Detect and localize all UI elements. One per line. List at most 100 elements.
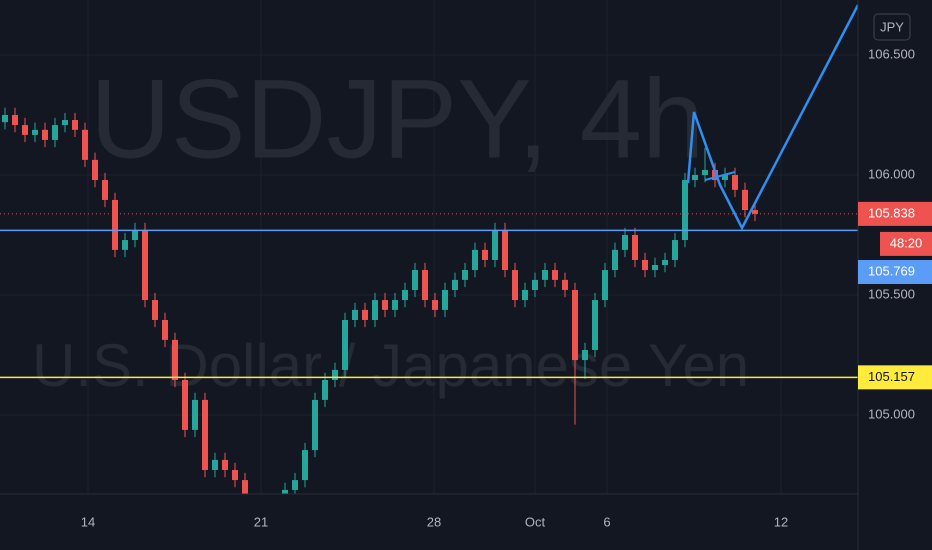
pattern-drawing	[704, 171, 736, 181]
candle-body	[532, 279, 538, 290]
candle-body	[652, 265, 658, 271]
candle-body	[472, 249, 478, 271]
candle-body	[522, 289, 528, 301]
candle-body	[332, 369, 338, 380]
candle-body	[42, 129, 48, 140]
level-label: 105.157	[868, 369, 915, 384]
x-tick-label: 14	[81, 514, 95, 529]
candle-body	[152, 300, 158, 320]
currency-button[interactable]	[873, 13, 911, 41]
candle-body	[722, 174, 728, 181]
y-tick-label: 106.500	[868, 46, 915, 61]
candle-body	[172, 339, 178, 380]
candle-body	[702, 169, 708, 175]
candle-body	[562, 279, 568, 290]
candle-body	[162, 319, 168, 340]
grid	[0, 0, 858, 494]
candle-body	[402, 289, 408, 301]
x-tick-label: Oct	[525, 514, 546, 529]
candle-body	[412, 270, 418, 290]
currency-button-label: JPY	[880, 19, 904, 34]
candle-body	[392, 300, 398, 310]
x-tick-label: 21	[254, 514, 268, 529]
candle-body	[462, 270, 468, 280]
candle-body	[82, 129, 88, 160]
candle-body	[2, 114, 8, 123]
candle-body	[582, 349, 588, 361]
watermark-title: USDJPY, 4h	[90, 57, 704, 182]
candle-body	[62, 120, 68, 126]
candle-body	[382, 300, 388, 310]
level-label: 105.769	[868, 263, 915, 278]
candle-body	[322, 379, 328, 400]
candle-body	[502, 229, 508, 271]
candle-body	[232, 469, 238, 481]
watermark-subtitle: U.S. Dollar / Japanese Yen	[32, 332, 749, 399]
candle-body	[672, 240, 678, 260]
candle-body	[242, 480, 248, 494]
candle-body	[142, 229, 148, 301]
candle-body	[712, 169, 718, 181]
candle-body	[632, 234, 638, 260]
candle-body	[12, 114, 18, 126]
candle-body	[752, 210, 758, 214]
candle-body	[292, 480, 298, 490]
candle-body	[122, 240, 128, 250]
candle-body	[52, 125, 58, 140]
plot-area	[0, 107, 858, 494]
candle-body	[182, 379, 188, 430]
candle-body	[282, 489, 288, 494]
candle-body	[552, 270, 558, 280]
candle-body	[642, 259, 648, 271]
candle-body	[372, 300, 378, 320]
price-axis: 105.000 105.500 106.000 106.500 105.769 105.1…	[858, 46, 932, 421]
pattern-drawing	[686, 4, 858, 231]
candle-body	[492, 229, 498, 260]
candle-body	[432, 300, 438, 310]
candle-body	[742, 189, 748, 211]
candle-body	[452, 279, 458, 290]
candle-body	[362, 309, 368, 320]
drawing	[686, 4, 858, 231]
candle-body	[422, 270, 428, 301]
candle-body	[692, 174, 698, 181]
candle-body	[662, 259, 668, 266]
candle-body	[622, 234, 628, 250]
level-label-box	[858, 260, 932, 284]
candle-body	[302, 450, 308, 481]
candle-body	[92, 159, 98, 181]
x-tick-label: 12	[774, 514, 788, 529]
candle-body	[482, 249, 488, 260]
x-tick-label: 6	[603, 514, 610, 529]
y-tick-label: 106.000	[868, 166, 915, 181]
last-price-box	[858, 201, 932, 226]
candle-body	[312, 399, 318, 451]
candle-body	[202, 399, 208, 470]
candle-body	[132, 229, 138, 241]
candle-body	[212, 459, 218, 470]
countdown-label: 48:20	[890, 235, 923, 250]
candle-body	[442, 289, 448, 310]
candle-body	[192, 399, 198, 430]
candle-body	[612, 249, 618, 271]
x-tick-label: 28	[427, 514, 441, 529]
candle-body	[352, 309, 358, 320]
candle-body	[112, 199, 118, 250]
y-tick-label: 105.500	[868, 286, 915, 301]
candle-body	[512, 270, 518, 301]
candle-body	[592, 300, 598, 350]
last-price-label: 105.838	[868, 205, 915, 220]
candle-body	[72, 120, 78, 130]
level-label-box	[858, 365, 932, 390]
candle-body	[32, 129, 38, 135]
candle-body	[682, 180, 688, 241]
candle-body	[102, 180, 108, 200]
candle-body	[342, 319, 348, 370]
candle-body	[572, 289, 578, 361]
y-tick-label: 105.000	[868, 406, 915, 421]
candle-body	[542, 270, 548, 280]
candle-body	[22, 125, 28, 135]
candle-body	[222, 459, 228, 470]
